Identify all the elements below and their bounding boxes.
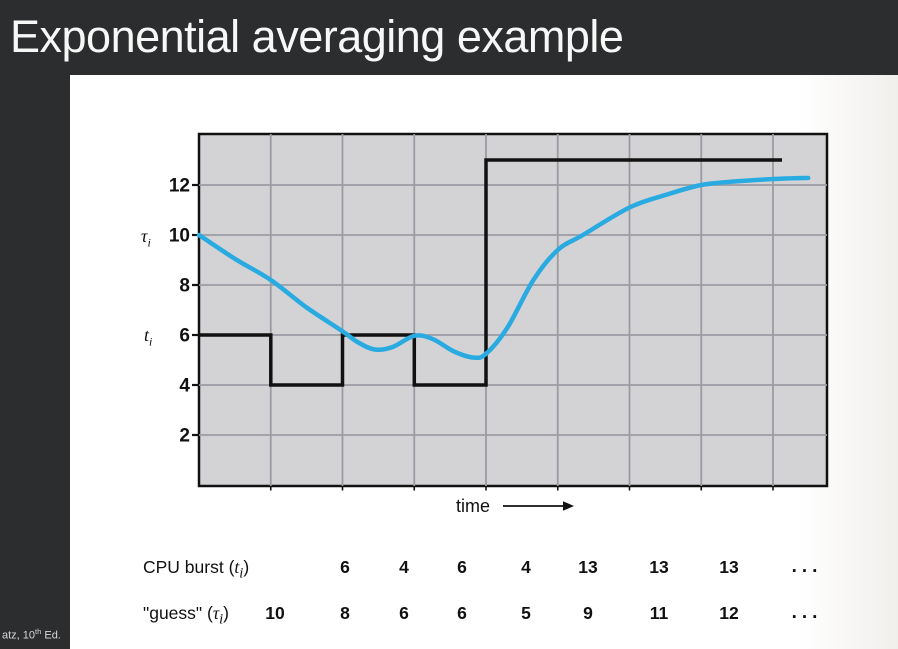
footer-superscript: th [35, 627, 42, 636]
time-axis-label: time [456, 496, 491, 516]
cpu-burst-value: 4 [521, 557, 531, 577]
guess-label-close: ) [223, 603, 229, 623]
guess-value: 5 [521, 603, 531, 623]
t-subscript: i [149, 334, 153, 349]
burst-label-sub: i [239, 565, 244, 582]
burst-label-close: ) [243, 557, 250, 577]
tau-axis-label: τi [141, 226, 151, 249]
t-symbol: t [144, 325, 150, 345]
guess-value: 12 [719, 603, 739, 623]
guess-label-sub: i [219, 611, 224, 628]
cpu-burst-value: 13 [719, 557, 739, 577]
guess-label-text: "guess" ( [143, 603, 213, 623]
guess-value: 10 [265, 603, 285, 623]
cpu-burst-value: 13 [578, 557, 598, 577]
cpu-burst-value: ... [791, 556, 823, 577]
cpu-burst-value: 4 [399, 557, 409, 577]
slide-title: Exponential averaging example [10, 11, 624, 62]
cpu-burst-value: 6 [457, 557, 467, 577]
guess-value: 6 [399, 603, 409, 623]
title-bar: Exponential averaging example [0, 0, 898, 75]
tau-subscript: i [147, 235, 151, 250]
burst-label-text: CPU burst ( [143, 557, 235, 577]
footer-text-end: Ed. [41, 629, 61, 642]
guess-value: 11 [649, 603, 669, 623]
guess-label-var: τ [212, 603, 220, 623]
guess-value: 9 [583, 603, 593, 623]
cpu-burst-value: 6 [340, 557, 350, 577]
footer-citation: atz, 10th Ed. [2, 625, 61, 643]
guess-value: ... [791, 602, 823, 623]
guess-row-label: "guess" (τi) [143, 602, 229, 631]
burst-label-var: t [234, 557, 240, 577]
cpu-burst-value: 13 [649, 557, 669, 577]
cpu-burst-row-label: CPU burst (ti) [143, 556, 249, 585]
time-arrow-icon [503, 501, 574, 511]
tau-symbol: τ [141, 226, 148, 246]
guess-value: 6 [457, 603, 467, 623]
t-axis-label: ti [144, 325, 152, 348]
footer-text: atz, 10 [2, 629, 36, 642]
guess-value: 8 [340, 603, 350, 623]
